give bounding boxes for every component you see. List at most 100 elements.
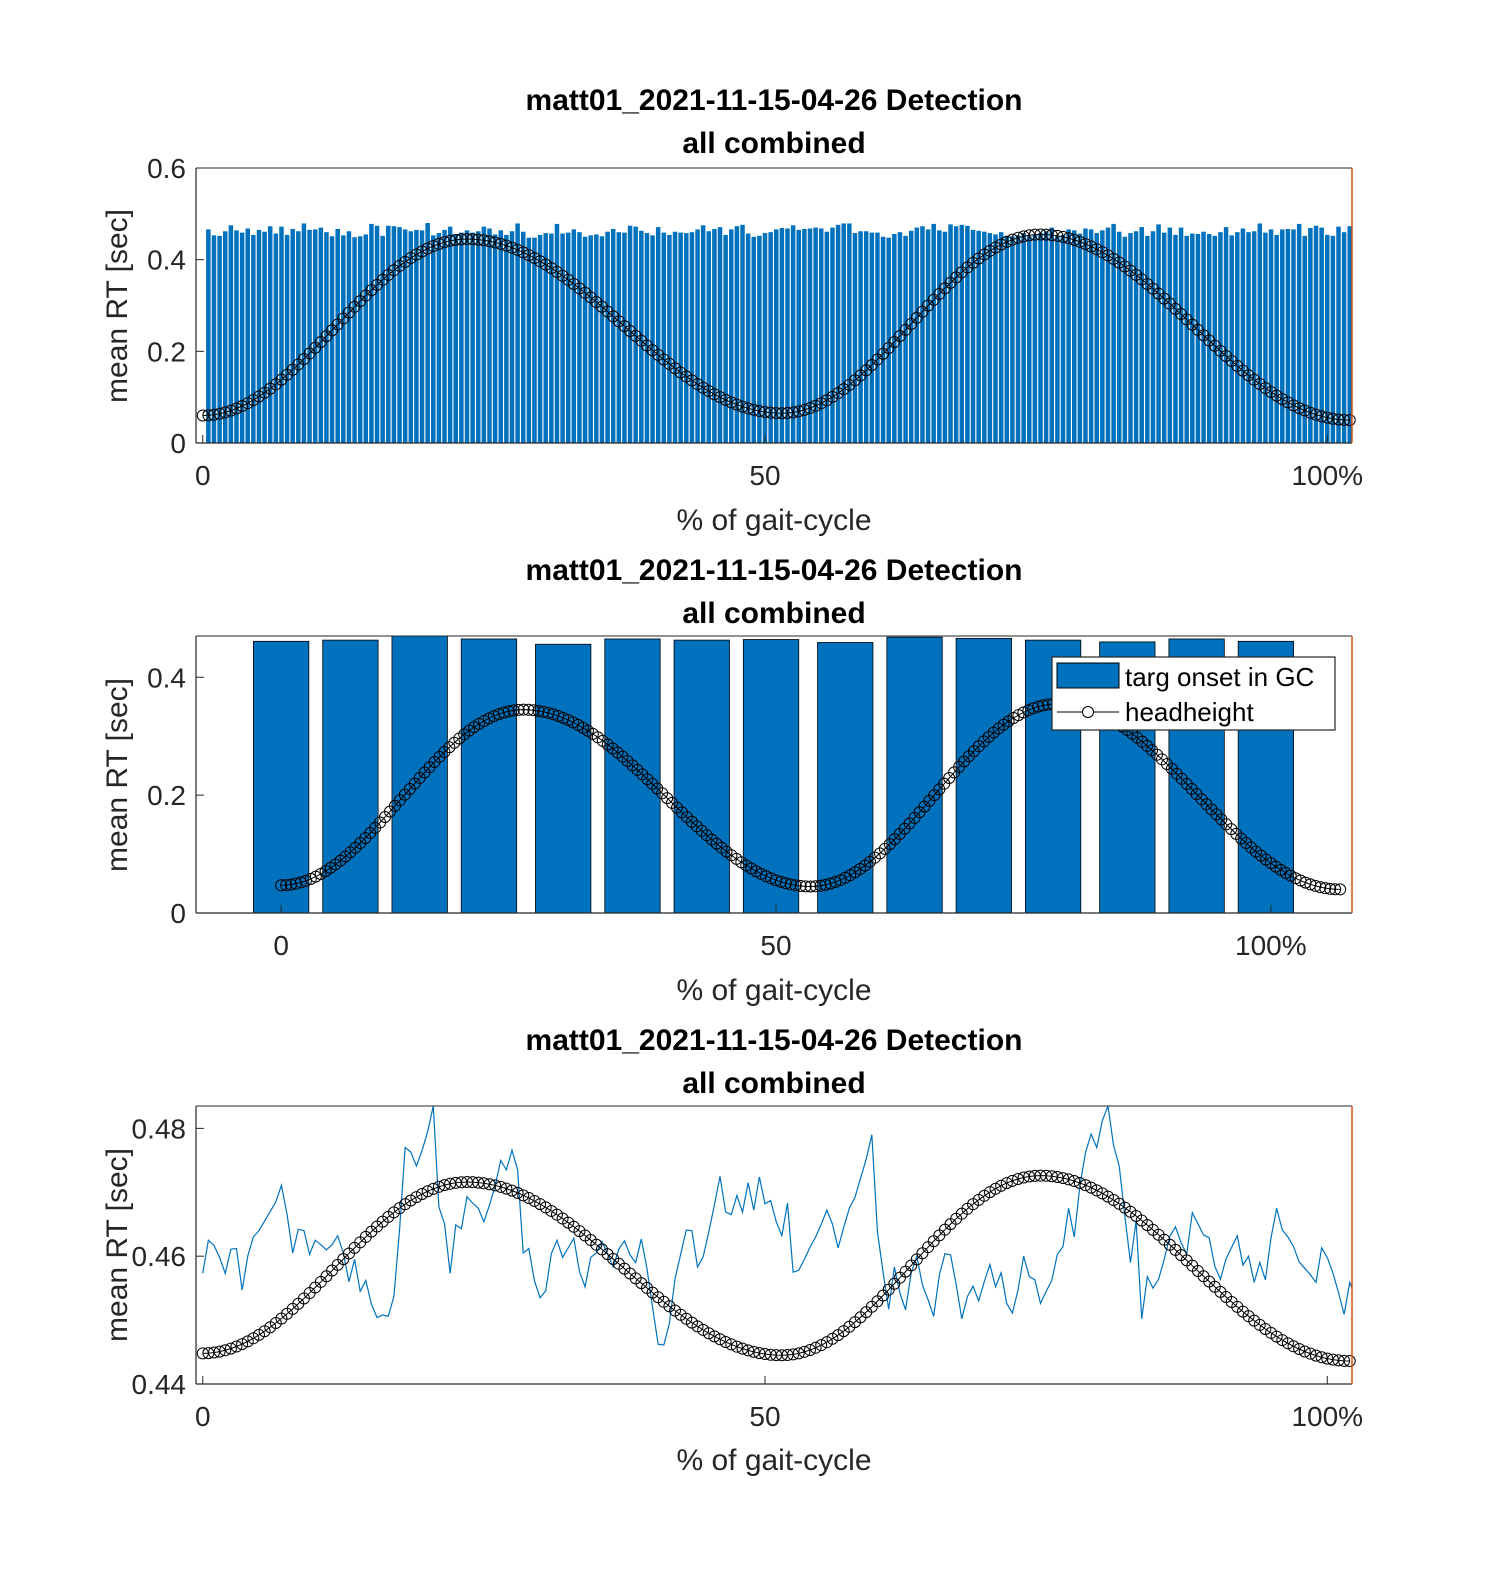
- bar: [790, 225, 796, 443]
- bar: [1302, 235, 1308, 443]
- headheight-marker: [477, 1177, 490, 1190]
- bar: [892, 234, 897, 443]
- bar: [1094, 233, 1099, 443]
- headheight-marker: [1293, 1343, 1306, 1356]
- bar: [1359, 229, 1363, 444]
- headheight-marker: [1000, 235, 1013, 248]
- bar: [1353, 234, 1357, 443]
- bar: [1122, 236, 1128, 443]
- headheight-marker: [236, 400, 249, 413]
- bar: [464, 230, 470, 443]
- bar: [1128, 233, 1133, 443]
- bar: [447, 226, 453, 443]
- headheight-marker: [1012, 231, 1025, 244]
- x-axis-label: % of gait-cycle: [676, 1444, 871, 1477]
- headheight-marker: [798, 403, 811, 416]
- bar: [1336, 226, 1341, 443]
- bar: [408, 231, 414, 443]
- headheight-marker: [1090, 243, 1103, 256]
- chart-title-line2: all combined: [682, 597, 865, 630]
- bar: [1347, 226, 1352, 443]
- bar: [459, 232, 464, 443]
- headheight-marker: [219, 406, 232, 419]
- headheight-marker: [354, 837, 367, 850]
- headheight-marker: [534, 255, 547, 268]
- bar: [1100, 230, 1105, 443]
- bar: [1370, 229, 1374, 444]
- bar: [605, 231, 610, 443]
- bar: [374, 225, 380, 443]
- bar: [745, 233, 751, 443]
- headheight-marker: [527, 704, 540, 717]
- headheight-marker: [1062, 232, 1075, 245]
- bar: [914, 227, 920, 443]
- bar: [1291, 229, 1296, 443]
- bar: [616, 232, 622, 443]
- headheight-marker: [742, 1344, 755, 1357]
- headheight-marker: [820, 1336, 833, 1349]
- headheight-marker: [285, 878, 298, 891]
- bar: [953, 226, 959, 443]
- headheight-marker: [1032, 700, 1045, 713]
- headheight-marker: [1006, 1174, 1019, 1187]
- bar: [335, 228, 340, 443]
- bar: [942, 231, 948, 443]
- bar: [1178, 227, 1184, 443]
- bar: [824, 231, 830, 443]
- bar: [211, 235, 217, 443]
- bar: [650, 235, 655, 443]
- bar: [1083, 228, 1088, 443]
- headheight-marker: [224, 1342, 237, 1355]
- bar: [312, 229, 318, 443]
- bar: [661, 232, 667, 443]
- headheight-marker: [224, 404, 237, 417]
- x-tick-label: 100%: [1291, 1401, 1363, 1432]
- headheight-marker: [410, 248, 423, 261]
- bar: [253, 640, 310, 913]
- bar: [993, 234, 998, 443]
- bar: [678, 232, 683, 443]
- bar: [588, 235, 593, 443]
- headheight-marker: [794, 879, 807, 892]
- bar: [470, 232, 475, 443]
- headheight-marker: [983, 1186, 996, 1199]
- bar: [841, 223, 846, 443]
- bar: [1274, 234, 1279, 443]
- bar: [532, 237, 537, 443]
- bar: [712, 228, 717, 443]
- bar: [1173, 234, 1178, 443]
- headheight-marker: [1321, 1352, 1334, 1365]
- headheight-marker: [241, 397, 254, 410]
- bar: [700, 225, 706, 443]
- bar: [1145, 235, 1150, 443]
- bar: [1341, 232, 1347, 443]
- y-axis-label: mean RT [sec]: [101, 209, 134, 403]
- bar: [925, 229, 931, 443]
- bar: [920, 226, 925, 443]
- bar: [535, 643, 592, 913]
- bar: [908, 230, 914, 443]
- headheight-marker: [505, 241, 518, 254]
- bar: [402, 229, 408, 443]
- headheight-marker: [656, 787, 669, 800]
- headheight-marker: [1343, 414, 1356, 427]
- bar: [1111, 223, 1116, 443]
- bar: [1437, 234, 1441, 443]
- bar: [684, 233, 689, 443]
- bar: [397, 227, 402, 443]
- headheight-marker: [477, 234, 490, 247]
- bar: [577, 232, 582, 443]
- headheight-marker: [416, 245, 429, 258]
- bar: [886, 636, 943, 913]
- chart-title-line1: matt01_2021-11-15-04-26 Detection: [526, 1024, 1023, 1057]
- bar: [1049, 227, 1055, 443]
- bar: [976, 230, 981, 443]
- bar: [847, 223, 852, 443]
- bar: [1032, 234, 1038, 443]
- y-tick-label: 0.2: [147, 336, 186, 367]
- headheight-marker: [792, 1347, 805, 1360]
- bar: [251, 234, 256, 443]
- headheight-marker: [275, 879, 288, 892]
- bar: [1206, 234, 1212, 443]
- bar: [239, 232, 245, 443]
